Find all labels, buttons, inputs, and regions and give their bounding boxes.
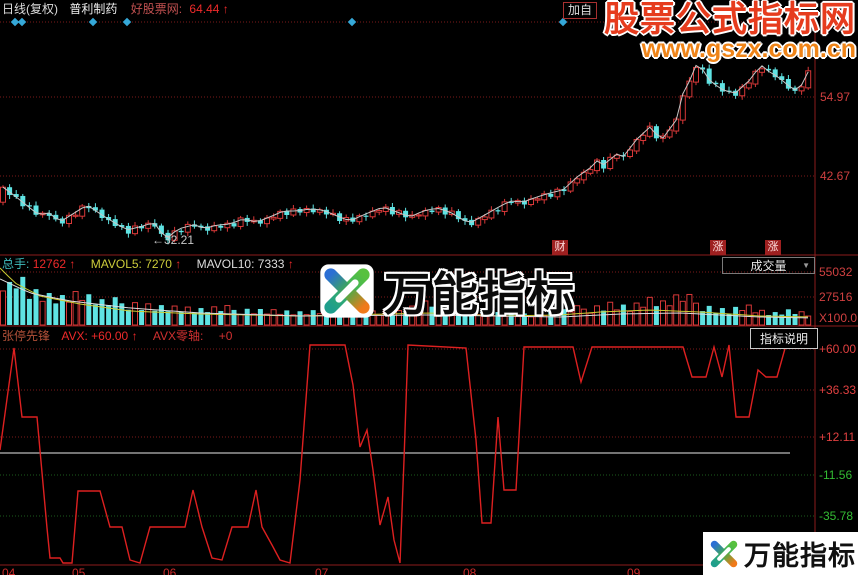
watermark-top-right: 股票公式指标网 www.gszx.com.cn: [604, 2, 856, 62]
up-arrow-icon: ↑: [287, 257, 294, 271]
mavol5-value: 7270: [145, 257, 172, 271]
diamond-marker-icon: [88, 17, 98, 27]
indicator-dropdown[interactable]: 成交量 ▼: [722, 257, 815, 274]
watermark-center: 万能指标: [318, 258, 576, 324]
wanneng-logo-icon: [320, 264, 374, 318]
chevron-down-icon: ▼: [802, 261, 810, 270]
watermark-url: www.gszx.com.cn: [641, 35, 856, 63]
date-axis-label: 04: [2, 566, 16, 575]
price-axis-label: 42.67: [820, 169, 851, 183]
up-arrow-icon: ↑: [69, 257, 76, 271]
mavol10-label: MAVOL10:: [196, 257, 255, 271]
watermark-text: 万能指标: [744, 541, 856, 571]
watermark-title: 股票公式指标网: [603, 0, 856, 39]
date-axis-label: 05: [72, 566, 86, 575]
indicator-axis-label: +12.11: [819, 430, 856, 444]
date-axis-label: 09: [627, 566, 641, 575]
avx-label: AVX:: [61, 329, 88, 343]
watermark-bottom-right: 万能指标: [703, 532, 858, 575]
volume-label: 总手:: [2, 257, 30, 271]
diamond-marker-icon: [17, 17, 27, 27]
dropdown-selected-value: 成交量: [750, 259, 787, 273]
avx-zero-label: AVX零轴:: [152, 329, 204, 343]
period-label: 日线(复权): [2, 2, 58, 16]
mavol10-value: 7333: [257, 257, 285, 271]
diamond-marker-icon: [347, 17, 357, 27]
chart-header: 日线(复权) 普利制药 好股票网: 64.44 ↑: [2, 2, 229, 16]
diamond-marker-icon: [558, 17, 568, 27]
add-to-watchlist-button[interactable]: 加自: [563, 2, 598, 19]
volume-header: 总手: 12762 ↑ MAVOL5: 7270 ↑ MAVOL10: 7333…: [2, 257, 294, 271]
mavol5-label: MAVOL5:: [90, 257, 142, 271]
stock-name: 普利制药: [69, 2, 118, 16]
flag-badge[interactable]: 涨: [765, 240, 781, 255]
low-price-marker: ←32.21: [152, 233, 195, 247]
up-arrow-icon: ↑: [131, 329, 138, 343]
indicator-axis-label: +36.33: [819, 383, 857, 397]
flag-badge[interactable]: 涨: [710, 240, 726, 255]
avx-zero-value: +0: [218, 329, 233, 343]
quote-value: 64.44: [189, 2, 220, 16]
indicator-axis-label: -11.56: [819, 468, 853, 482]
indicator-axis-label: +60.00: [819, 342, 857, 356]
diamond-marker-icon: [122, 17, 132, 27]
volume-axis-label: X100.0: [819, 311, 858, 325]
flag-badge[interactable]: 财: [552, 240, 568, 255]
watermark-text: 万能指标: [384, 268, 576, 320]
indicator-name: 张停先锋: [2, 329, 51, 343]
price-axis-label: 54.97: [820, 90, 851, 104]
date-axis-label: 06: [163, 566, 177, 575]
volume-axis-label: 27516: [819, 290, 853, 304]
avx-value: +60.00: [91, 329, 129, 343]
up-arrow-icon: ↑: [222, 2, 229, 16]
indicator-axis-label: -35.78: [819, 509, 854, 523]
date-axis-label: 07: [315, 566, 329, 575]
up-arrow-icon: ↑: [175, 257, 182, 271]
wanneng-logo-icon: [710, 540, 738, 567]
quote-label: 好股票网:: [130, 2, 183, 16]
date-axis-label: 08: [463, 566, 477, 575]
volume-axis-label: 55032: [819, 265, 853, 279]
indicator-header: 张停先锋 AVX: +60.00 ↑ AVX零轴: +0: [2, 329, 232, 343]
volume-value: 12762: [32, 257, 67, 271]
indicator-help-button[interactable]: 指标说明: [750, 328, 818, 349]
